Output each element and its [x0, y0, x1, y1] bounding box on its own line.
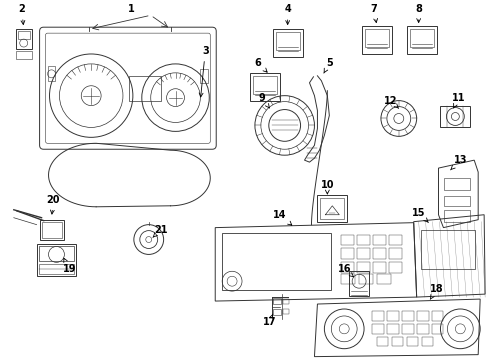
Bar	[356, 235, 369, 246]
Bar	[282, 309, 288, 314]
Bar	[406, 337, 417, 346]
Bar	[386, 324, 398, 334]
Bar	[444, 178, 469, 190]
Bar	[431, 324, 443, 334]
Bar	[371, 311, 383, 321]
Bar	[129, 76, 161, 100]
Text: 9: 9	[258, 93, 269, 108]
Bar	[272, 298, 280, 304]
Bar	[47, 66, 55, 81]
Bar	[272, 29, 302, 57]
Bar	[39, 264, 74, 274]
Bar	[358, 274, 372, 284]
Bar	[37, 244, 76, 276]
Bar	[348, 271, 368, 296]
Text: 11: 11	[450, 93, 464, 108]
Text: 16: 16	[337, 264, 353, 277]
Bar	[16, 51, 32, 59]
Bar	[372, 262, 385, 273]
Text: 1: 1	[127, 4, 134, 14]
Bar	[341, 248, 353, 260]
Text: 21: 21	[153, 225, 167, 237]
Bar	[371, 324, 383, 334]
Bar	[376, 274, 390, 284]
Bar	[416, 311, 427, 321]
Bar	[421, 337, 432, 346]
Bar	[200, 69, 208, 83]
Bar	[444, 210, 469, 222]
Text: 18: 18	[429, 284, 443, 300]
Bar	[39, 247, 74, 261]
Bar	[365, 29, 388, 47]
Bar	[275, 32, 299, 50]
Bar	[406, 26, 436, 54]
Bar	[372, 235, 385, 246]
Bar	[356, 248, 369, 260]
Text: 17: 17	[263, 314, 276, 327]
Text: 19: 19	[62, 258, 76, 274]
Bar	[272, 309, 280, 315]
Bar	[222, 233, 331, 290]
Bar	[249, 73, 279, 100]
Bar	[420, 230, 474, 269]
Bar	[16, 29, 32, 49]
Bar	[41, 222, 62, 238]
Bar	[444, 196, 469, 206]
Text: 12: 12	[384, 96, 398, 108]
Bar	[372, 248, 385, 260]
Bar	[388, 248, 401, 260]
Text: 10: 10	[320, 180, 333, 194]
Bar	[388, 262, 401, 273]
Text: 7: 7	[370, 4, 377, 23]
Bar	[320, 198, 344, 219]
Bar	[361, 26, 391, 54]
Bar	[252, 76, 276, 94]
Text: 14: 14	[272, 210, 291, 225]
Bar	[388, 235, 401, 246]
Bar	[431, 311, 443, 321]
Bar	[386, 311, 398, 321]
Bar	[440, 105, 469, 127]
Bar	[409, 29, 433, 47]
Text: 2: 2	[19, 4, 25, 24]
Bar	[282, 299, 288, 304]
Bar	[376, 337, 387, 346]
Text: 6: 6	[254, 58, 266, 72]
Bar	[317, 195, 346, 222]
Text: 8: 8	[414, 4, 421, 22]
Bar	[18, 31, 30, 39]
Bar	[401, 324, 413, 334]
Bar	[341, 274, 354, 284]
Text: 20: 20	[47, 195, 60, 214]
Bar	[341, 262, 353, 273]
Bar	[341, 235, 353, 246]
Bar	[401, 311, 413, 321]
Text: 5: 5	[323, 58, 332, 73]
Bar	[356, 262, 369, 273]
Text: 4: 4	[284, 4, 290, 24]
Text: 15: 15	[411, 208, 427, 222]
Text: 13: 13	[449, 155, 466, 170]
Bar	[416, 324, 427, 334]
Text: 3: 3	[199, 46, 208, 97]
Bar	[391, 337, 402, 346]
Bar	[40, 220, 64, 239]
